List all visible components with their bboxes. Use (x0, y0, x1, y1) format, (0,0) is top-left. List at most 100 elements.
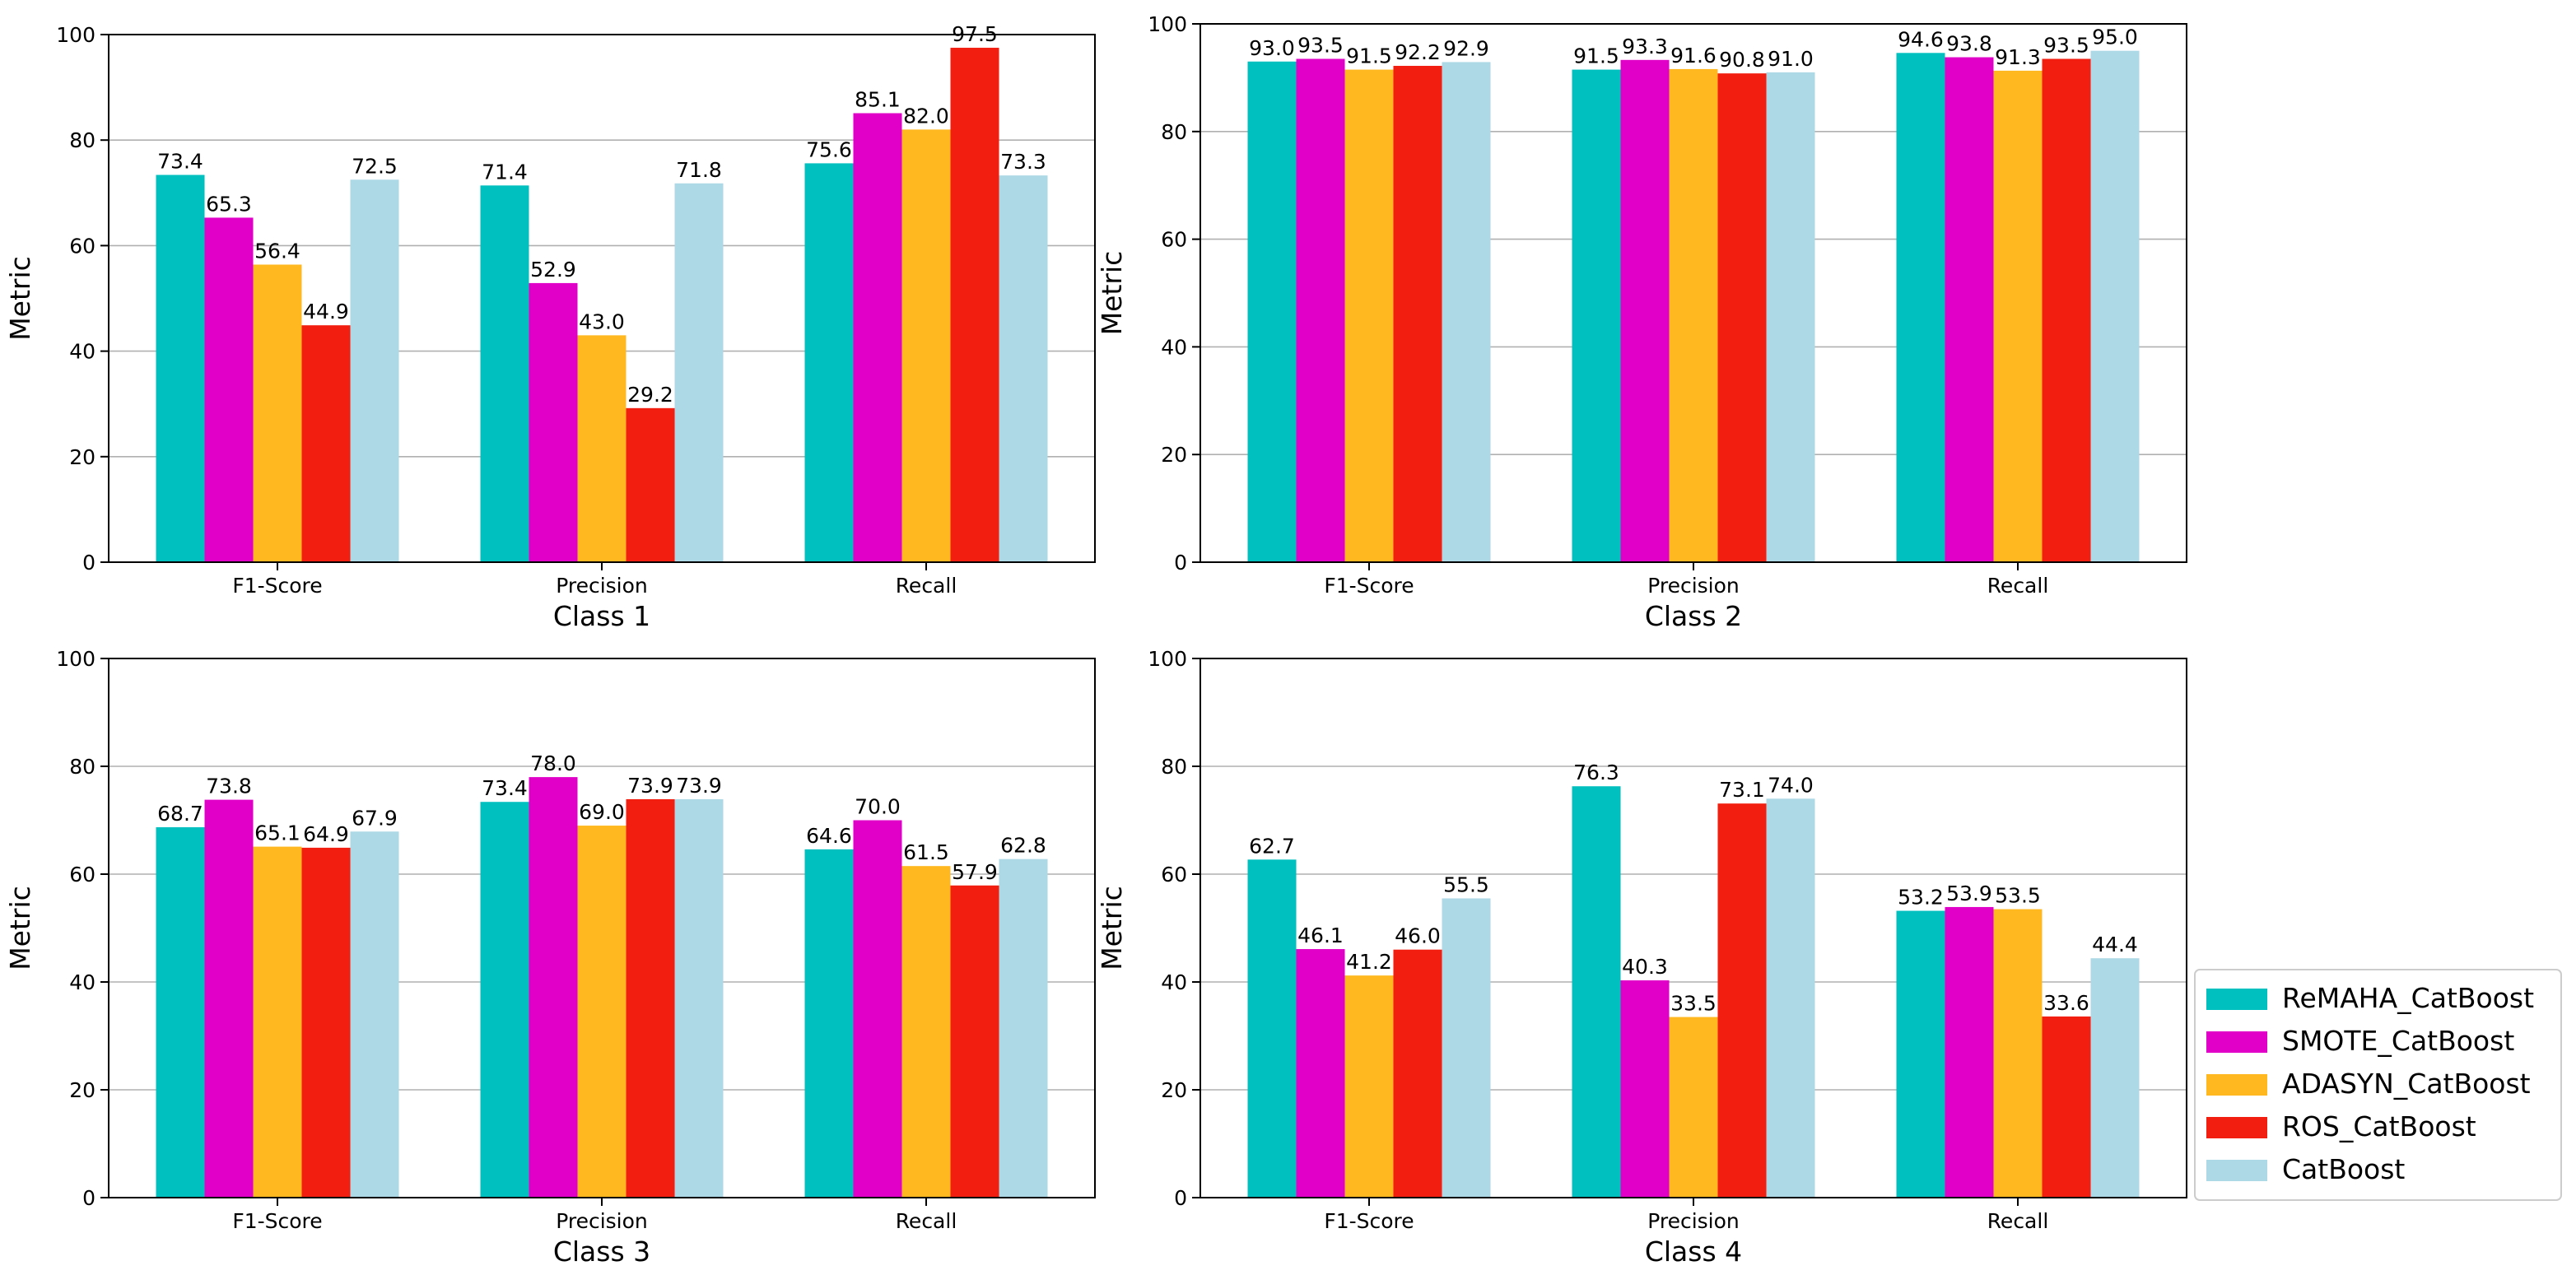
bar-ros-catboost-recall (2042, 58, 2091, 562)
legend-item-ros-catboost: ROS_CatBoost (2206, 1110, 2476, 1142)
bar-value-label: 44.9 (303, 300, 349, 323)
x-tick-label: F1-Score (232, 1209, 322, 1233)
y-tick-label: 60 (69, 863, 95, 886)
bar-remaha-catboost-precision (1572, 69, 1621, 563)
bar-value-label: 65.3 (206, 192, 252, 216)
bar-value-label: 94.6 (1898, 27, 1944, 51)
x-tick-label: Precision (1647, 574, 1740, 598)
y-tick-label: 0 (82, 551, 95, 575)
bar-value-label: 72.5 (352, 154, 398, 178)
legend-swatch (2206, 1117, 2267, 1138)
bar-value-label: 41.2 (1346, 950, 1392, 974)
bar-adasyn-catboost-f1-score (1344, 69, 1394, 563)
bar-value-label: 46.0 (1395, 924, 1441, 948)
bar-adasyn-catboost-precision (577, 826, 627, 1198)
bar-value-label: 73.4 (482, 776, 528, 800)
bar-adasyn-catboost-f1-score (253, 264, 302, 562)
bar-value-label: 70.0 (855, 795, 901, 819)
y-tick-label: 80 (1161, 755, 1187, 779)
legend-item-smote-catboost: SMOTE_CatBoost (2206, 1025, 2514, 1057)
legend-frame (2194, 969, 2562, 1201)
y-tick-label: 80 (69, 755, 95, 779)
bar-value-label: 57.9 (952, 860, 998, 884)
bar-value-label: 53.5 (1995, 884, 2041, 908)
y-tick-label: 100 (56, 23, 95, 47)
bar-ros-catboost-f1-score (1393, 66, 1442, 562)
bar-value-label: 73.1 (1719, 778, 1765, 802)
bar-adasyn-catboost-recall (1993, 909, 2043, 1198)
bar-smote-catboost-f1-score (1296, 949, 1345, 1198)
bar-value-label: 73.9 (627, 774, 673, 798)
bar-value-label: 78.0 (530, 752, 576, 775)
bar-value-label: 95.0 (2092, 26, 2138, 49)
legend-label: ROS_CatBoost (2282, 1110, 2476, 1142)
y-tick-label: 20 (1161, 1078, 1187, 1102)
legend-item-catboost: CatBoost (2206, 1153, 2405, 1185)
bar-value-label: 53.9 (1946, 882, 1992, 905)
bar-value-label: 91.0 (1768, 47, 1814, 71)
bar-remaha-catboost-f1-score (156, 174, 205, 563)
series-remaha-catboost: 73.4 71.4 75.6 (156, 137, 854, 563)
x-axis-title: Class 2 (1645, 600, 1742, 632)
bar-smote-catboost-f1-score (1296, 58, 1345, 562)
bar-value-label: 68.7 (157, 802, 203, 826)
bar-value-label: 71.4 (482, 160, 528, 184)
legend-item-adasyn-catboost: ADASYN_CatBoost (2206, 1068, 2531, 1100)
series-catboost: 67.9 73.9 62.8 (350, 774, 1048, 1198)
series-smote-catboost: 73.8 78.0 70.0 (204, 752, 902, 1198)
series-smote-catboost: 46.1 40.3 53.9 (1296, 882, 1994, 1198)
series-remaha-catboost: 62.7 76.3 53.2 (1247, 761, 1945, 1198)
bar-value-label: 92.9 (1443, 36, 1489, 60)
bar-smote-catboost-precision (529, 282, 578, 562)
y-tick-label: 40 (69, 340, 95, 364)
y-tick-label: 60 (1161, 228, 1187, 252)
x-tick-label: F1-Score (232, 574, 322, 598)
bar-catboost-precision (1766, 798, 1815, 1198)
bar-value-label: 93.5 (2043, 34, 2089, 58)
y-tick-label: 20 (1161, 443, 1187, 467)
bar-value-label: 62.7 (1249, 834, 1295, 858)
bar-adasyn-catboost-f1-score (1344, 975, 1394, 1198)
y-axis-title: Metric (1096, 251, 1128, 336)
bar-value-label: 76.3 (1573, 761, 1619, 784)
bar-adasyn-catboost-precision (1669, 1017, 1718, 1198)
bar-smote-catboost-precision (1620, 980, 1670, 1198)
bar-value-label: 73.8 (206, 775, 252, 798)
bar-remaha-catboost-f1-score (1247, 859, 1297, 1198)
x-tick-label: Recall (896, 574, 957, 598)
bar-catboost-recall (999, 859, 1048, 1198)
legend-swatch (2206, 989, 2267, 1010)
bar-catboost-f1-score (1442, 62, 1491, 562)
bar-value-label: 73.4 (157, 150, 203, 174)
bar-catboost-precision (674, 183, 724, 562)
bar-ros-catboost-f1-score (301, 325, 351, 562)
bar-remaha-catboost-recall (1896, 53, 1945, 563)
x-tick-label: Precision (556, 574, 648, 598)
bar-catboost-recall (999, 175, 1048, 562)
y-tick-label: 20 (69, 1078, 95, 1102)
series-ros-catboost: 92.2 90.8 93.5 (1393, 34, 2091, 563)
chart-panel-3: 02040608010068.773.464.673.878.070.065.1… (4, 647, 1096, 1268)
bar-value-label: 74.0 (1768, 773, 1814, 797)
series-ros-catboost: 64.9 73.9 57.9 (301, 774, 999, 1198)
bar-value-label: 69.0 (579, 800, 625, 824)
series-adasyn-catboost: 65.1 69.0 61.5 (253, 800, 951, 1198)
x-tick-label: Recall (1987, 1209, 2049, 1233)
bar-ros-catboost-precision (626, 407, 675, 562)
bar-smote-catboost-f1-score (204, 217, 254, 562)
bar-value-label: 55.5 (1443, 872, 1489, 896)
bar-remaha-catboost-recall (804, 163, 854, 563)
bar-ros-catboost-precision (1717, 803, 1767, 1198)
bar-value-label: 61.5 (903, 840, 949, 864)
bar-value-label: 93.0 (1249, 36, 1295, 60)
x-tick-label: Recall (896, 1209, 957, 1233)
bar-value-label: 93.8 (1946, 32, 1992, 56)
x-axis-title: Class 4 (1645, 1235, 1742, 1268)
bar-smote-catboost-f1-score (204, 799, 254, 1198)
legend-label: SMOTE_CatBoost (2282, 1025, 2514, 1057)
bar-remaha-catboost-f1-score (1247, 61, 1297, 562)
bar-smote-catboost-recall (1945, 906, 1994, 1198)
